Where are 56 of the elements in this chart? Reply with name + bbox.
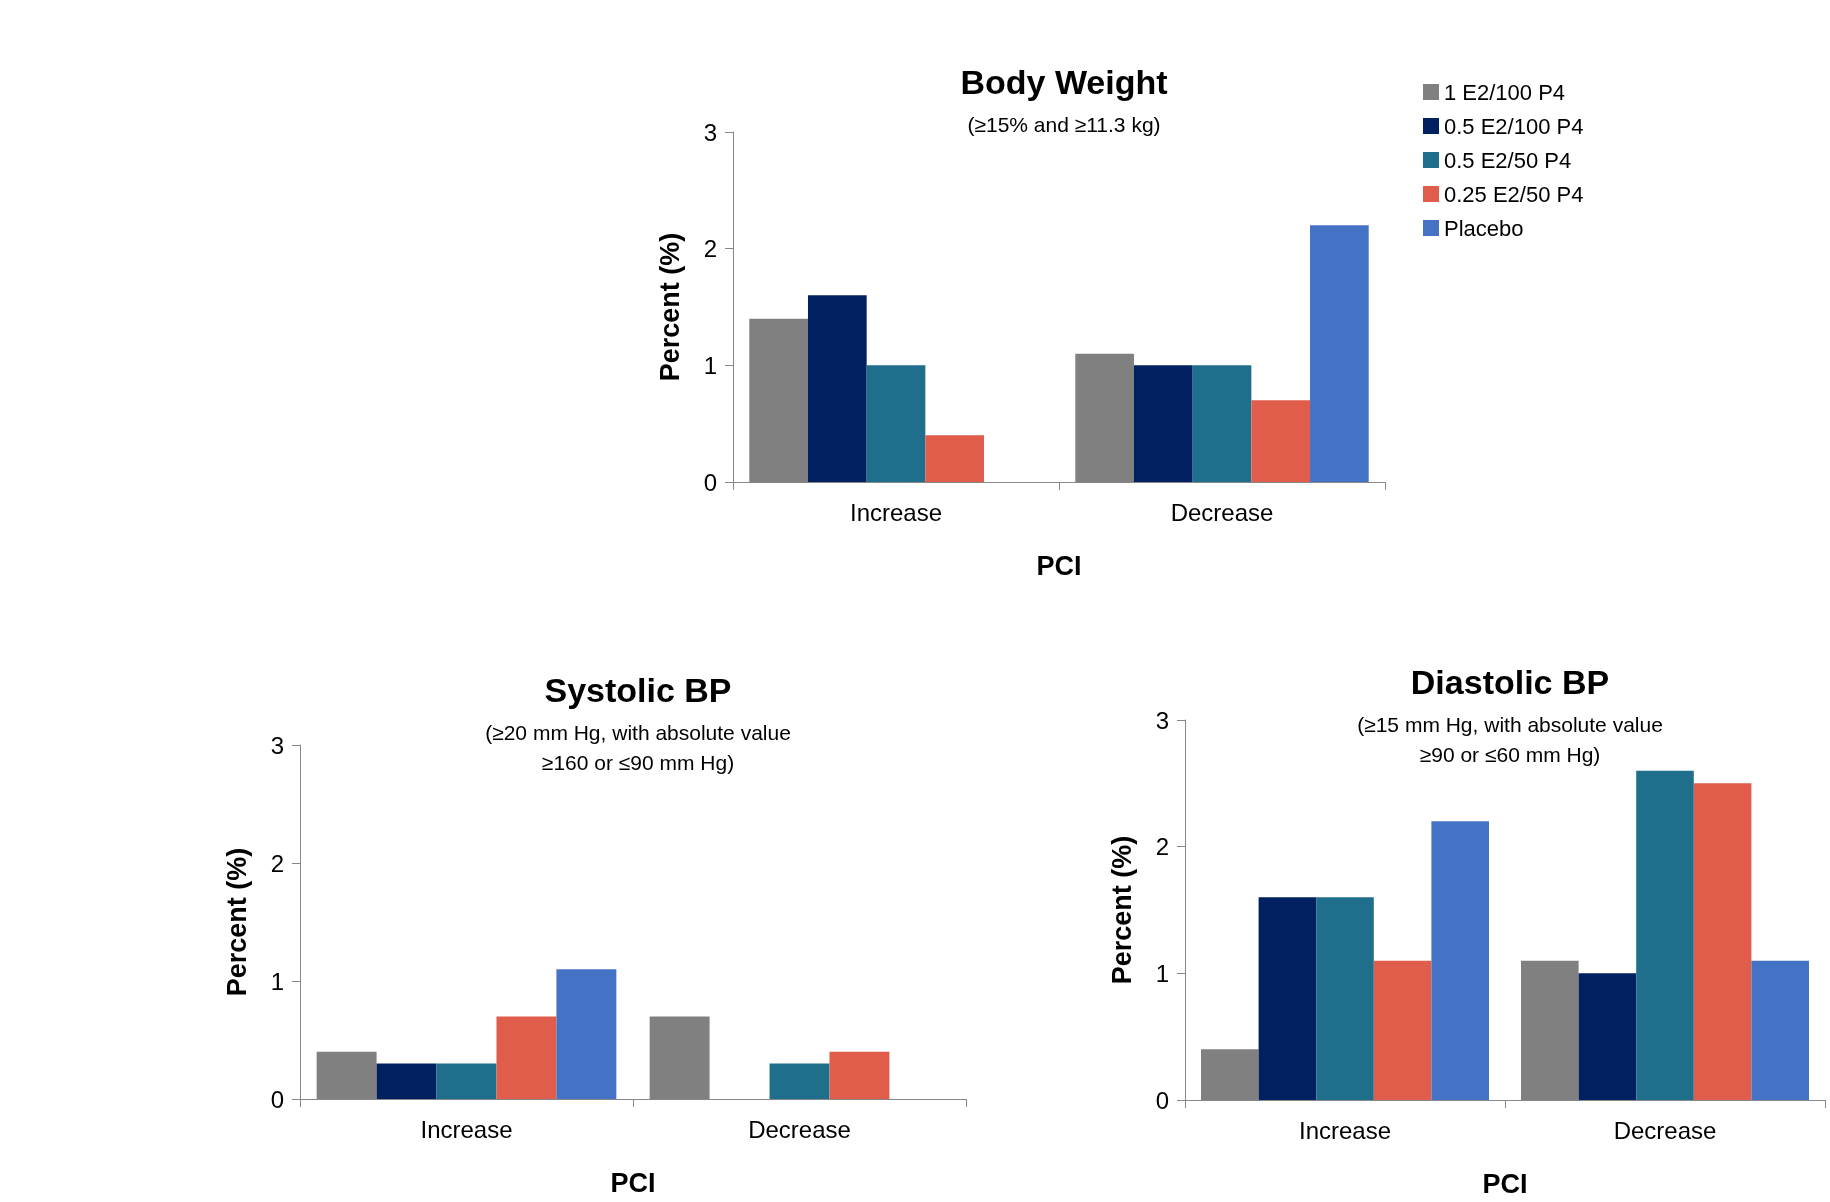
legend-label: 0.5 E2/100 P4: [1444, 113, 1584, 139]
y-tick-label: 0: [270, 1085, 284, 1113]
bar: [376, 1063, 437, 1099]
bar: [1251, 400, 1311, 482]
legend-label: 0.25 E2/50 P4: [1444, 181, 1584, 207]
chart-subtitle: (≥15% and ≥11.3 kg): [967, 112, 1161, 136]
chart-subtitle: (≥20 mm Hg, with absolute value ≥160 or ≤90 mm Hg): [485, 720, 791, 774]
x-axis-title: PCI: [1036, 550, 1082, 581]
y-tick-label: 2: [270, 849, 284, 877]
x-tick-label: Decrease: [1170, 498, 1274, 526]
bar: [1310, 225, 1369, 482]
legend-label: 1 E2/100 P4: [1444, 79, 1566, 105]
x-axis-title: PCI: [610, 1167, 656, 1198]
y-axis-title: Percent (%): [654, 232, 685, 382]
y-tick-label: 1: [1155, 959, 1169, 987]
bar: [1693, 783, 1752, 1100]
y-tick-label: 0: [703, 468, 717, 496]
y-tick-label: 1: [270, 967, 284, 995]
bar: [1431, 821, 1489, 1100]
bar: [807, 295, 867, 482]
bar: [1373, 960, 1432, 1100]
chart-subtitle: (≥15 mm Hg, with absolute value ≥90 or ≤60 mm Hg): [1357, 712, 1663, 766]
bar: [925, 435, 985, 482]
y-tick-label: 3: [703, 118, 717, 146]
bar: [866, 365, 926, 482]
y-tick-label: 3: [1155, 706, 1169, 734]
bar: [1133, 365, 1193, 482]
y-tick-label: 2: [1155, 833, 1169, 861]
bar: [436, 1063, 497, 1099]
y-tick-label: 3: [270, 731, 284, 759]
legend-label: 0.5 E2/50 P4: [1444, 147, 1572, 173]
chart-title: Systolic BP: [544, 671, 732, 709]
x-axis-title: PCI: [1482, 1168, 1528, 1199]
x-tick-label: Increase: [849, 498, 943, 526]
x-tick-label: Increase: [1298, 1116, 1392, 1144]
y-axis-title: Percent (%): [221, 847, 252, 997]
bar: [1316, 897, 1374, 1100]
bar: [1578, 973, 1637, 1100]
bar: [829, 1051, 890, 1099]
x-tick-label: Decrease: [1613, 1116, 1717, 1144]
bar: [1751, 960, 1809, 1100]
y-tick-label: 2: [703, 235, 717, 263]
bar: [496, 1016, 557, 1099]
bar: [1258, 897, 1317, 1100]
x-tick-label: Decrease: [748, 1115, 851, 1143]
x-tick-label: Increase: [420, 1115, 513, 1143]
bar: [1636, 770, 1694, 1100]
chart-title: Body Weight: [960, 63, 1168, 101]
y-axis-title: Percent (%): [1106, 835, 1137, 985]
y-tick-label: 0: [1155, 1086, 1169, 1114]
bar: [769, 1063, 830, 1099]
legend-label: Placebo: [1444, 215, 1524, 241]
bar: [1192, 365, 1252, 482]
chart-title: Diastolic BP: [1410, 663, 1610, 701]
y-tick-label: 1: [703, 351, 717, 379]
bar: [556, 969, 617, 1099]
